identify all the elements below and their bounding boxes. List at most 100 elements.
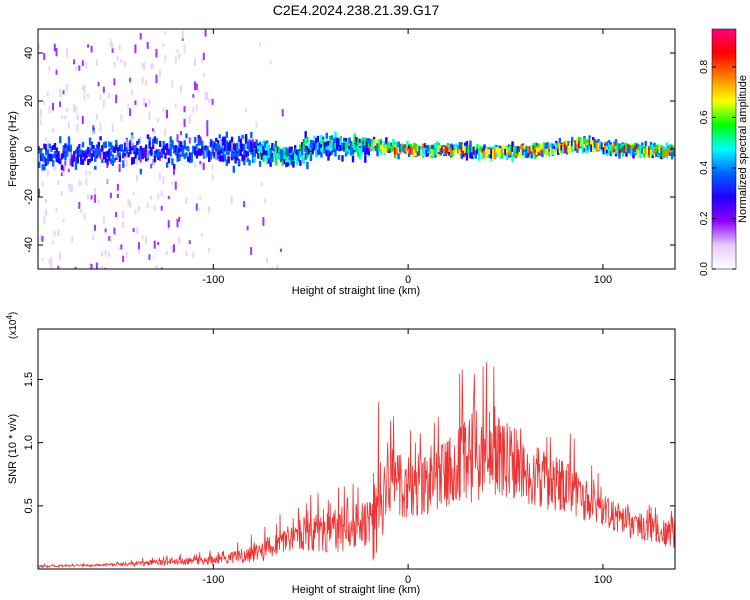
spectrogram-cell: [57, 265, 60, 269]
spectrogram-cell: [260, 182, 263, 187]
spectrogram-cell: [211, 140, 214, 148]
spectrogram-cell: [541, 144, 544, 149]
spectrogram-cell: [620, 144, 623, 150]
spectrogram-cell: [569, 145, 572, 154]
y-tick-label: 0.5: [23, 498, 35, 513]
spectrogram-cell: [535, 147, 539, 156]
spectrogram-cell: [174, 104, 177, 108]
spectrogram-cell: [399, 145, 402, 152]
spectrogram-cell: [115, 144, 118, 151]
spectrogram-cell: [599, 140, 602, 148]
spectrogram-cell: [141, 152, 144, 160]
spectrogram-cell: [450, 148, 453, 157]
spectrogram-cell: [206, 91, 209, 101]
spectrogram-cell: [88, 170, 91, 175]
spectrogram-cell: [162, 140, 165, 146]
spectrogram-cell: [155, 150, 158, 158]
spectrogram-cell: [123, 142, 127, 148]
colorbar-tick-label: 0.8: [699, 60, 710, 74]
spectrogram-cell: [293, 148, 297, 154]
spectrogram-cell: [576, 137, 579, 142]
spectrogram-cell: [174, 150, 178, 156]
spectrogram-cell: [97, 81, 100, 87]
spectrogram-cell: [158, 69, 161, 78]
spectrogram-cell: [181, 30, 184, 37]
spectrogram-cell: [123, 146, 127, 152]
spectrogram-cell: [539, 146, 542, 154]
spectrogram-cell: [204, 145, 207, 150]
spectrogram-cell: [229, 141, 232, 150]
spectrogram-cell: [127, 141, 130, 151]
spectrogram-cell: [509, 144, 513, 152]
spectrogram-cell: [43, 101, 46, 106]
spectrogram-cell: [125, 251, 128, 259]
spectrogram-cell: [71, 185, 74, 192]
spectrogram-cell: [76, 156, 79, 164]
spectrogram-cell: [106, 160, 109, 168]
spectrogram-cell: [178, 53, 181, 59]
spectrogram-cell: [251, 139, 254, 147]
spectrogram-cell: [322, 136, 325, 142]
spectrogram-x-label: Height of straight line (km): [292, 285, 420, 297]
spectrogram-cell: [188, 137, 191, 144]
spectrogram-cell: [130, 89, 133, 95]
spectrogram-cell: [364, 148, 367, 155]
spectrogram-panel: -100 0 100 -40 -20 0 20 40 Height of straight …: [7, 28, 676, 297]
spectrogram-cell: [243, 150, 246, 158]
spectrogram-cell: [55, 69, 58, 75]
spectrogram-cell: [158, 152, 161, 161]
spectrogram-cell: [45, 209, 48, 217]
spectrogram-cell: [642, 151, 646, 158]
spectrogram-cell: [160, 150, 164, 158]
spectrogram-cell: [292, 153, 295, 161]
spectrogram-cell: [153, 136, 157, 144]
spectrogram-cell: [197, 145, 200, 149]
spectrogram-cell: [162, 43, 165, 47]
spectrogram-cell: [38, 188, 40, 198]
spectrogram-cell: [74, 156, 78, 163]
spectrogram-cell: [278, 153, 281, 159]
colorbar-tick-label: 0.2: [699, 211, 710, 225]
spectrogram-cell: [62, 90, 65, 95]
spectrogram-cell: [542, 143, 546, 150]
spectrogram-cell: [588, 135, 591, 143]
spectrogram-cell: [609, 151, 612, 157]
spectrogram-cell: [521, 145, 525, 151]
spectrogram-cell: [137, 153, 141, 161]
spectrogram-cell: [220, 155, 223, 162]
spectrogram-cell: [604, 148, 607, 155]
spectrogram-cell: [660, 149, 663, 156]
spectrogram-cell: [127, 198, 130, 206]
spectrogram-cell: [90, 195, 93, 200]
spectrogram-cell: [69, 183, 72, 193]
spectrogram-cell: [378, 139, 381, 146]
spectrogram-cell: [144, 150, 148, 156]
spectrogram-cell: [194, 57, 197, 66]
spectrogram-y-label: Frequency (Hz): [7, 111, 19, 187]
spectrogram-cell: [446, 147, 449, 154]
spectrogram-cell: [416, 150, 420, 157]
spectrogram-cell: [393, 147, 397, 155]
spectrogram-cell: [83, 152, 86, 161]
spectrogram-cell: [204, 91, 207, 101]
spectrogram-cell: [479, 149, 483, 155]
x-tick-label: 0: [405, 574, 411, 586]
colorbar: 0.0 0.2 0.4 0.6 0.8 Normalized spectral ampl…: [699, 28, 749, 276]
spectrogram-cell: [285, 154, 288, 160]
spectrogram-cell: [167, 225, 170, 231]
spectrogram-cell: [560, 145, 563, 151]
spectrogram-cell: [64, 152, 67, 161]
spectrogram-cell: [87, 194, 90, 200]
spectrogram-cell: [118, 44, 121, 50]
spectrogram-cell: [101, 151, 104, 160]
spectrogram-cell: [320, 140, 323, 149]
spectrogram-cell: [297, 153, 300, 160]
spectrogram-cell: [148, 136, 151, 145]
spectrogram-cell: [499, 148, 502, 154]
spectrogram-cell: [397, 141, 400, 148]
spectrogram-cell: [43, 155, 46, 163]
spectrogram-cell: [264, 198, 267, 204]
spectrogram-cell: [120, 59, 123, 63]
spectrogram-cell: [276, 146, 279, 154]
spectrogram-cell: [150, 63, 153, 70]
